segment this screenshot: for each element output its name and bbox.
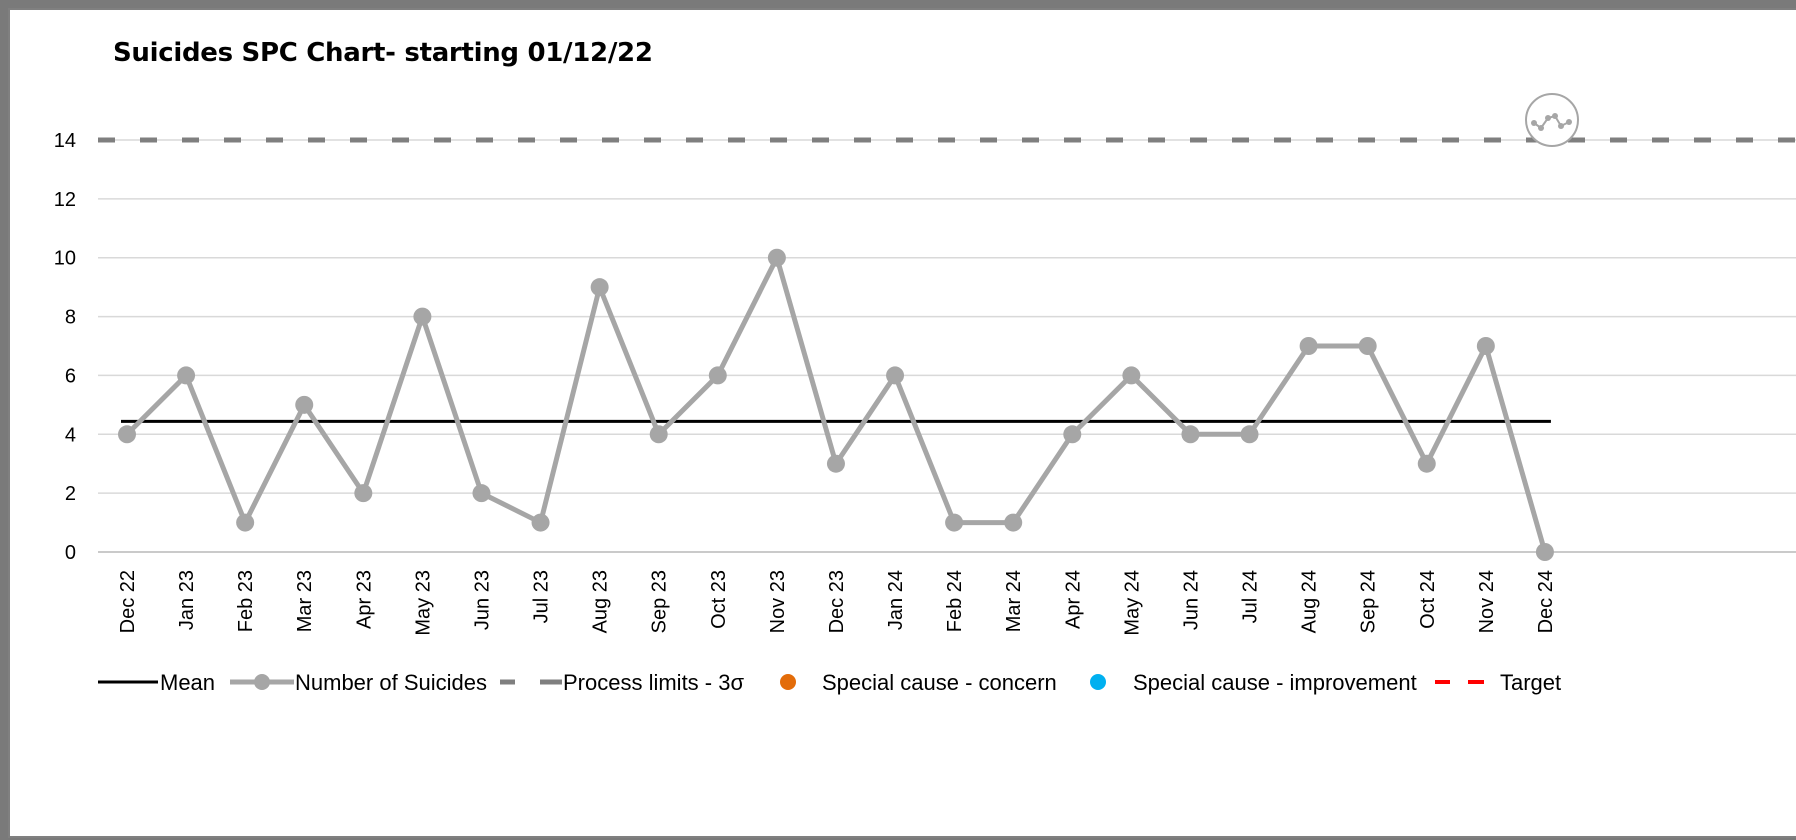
x-tick-label: Apr 23 bbox=[353, 570, 375, 629]
legend-concern-label: Special cause - concern bbox=[822, 670, 1057, 695]
legend: Mean Number of Suicides Process limits - 3… bbox=[98, 670, 1561, 695]
y-tick-label: 2 bbox=[65, 483, 76, 505]
data-point-jul-24 bbox=[1240, 425, 1259, 444]
data-point-apr-23 bbox=[354, 484, 373, 503]
x-tick-label: Jun 23 bbox=[471, 570, 493, 630]
x-tick-label: Feb 23 bbox=[235, 570, 257, 632]
data-point-aug-24 bbox=[1299, 337, 1318, 355]
x-tick-label: Mar 24 bbox=[1003, 570, 1025, 632]
x-tick-label: Jan 24 bbox=[885, 570, 907, 630]
spc-chart: 0 2 4 6 8 10 12 14 Dec 22 Jan 23 Feb 23 Mar 23 Apr … bbox=[54, 93, 1796, 695]
x-axis-ticks: Dec 22 Jan 23 Feb 23 Mar 23 Apr 23 May 23 Jun … bbox=[117, 570, 1557, 636]
data-point-nov-23 bbox=[767, 248, 786, 267]
legend-target-label: Target bbox=[1500, 670, 1561, 695]
data-point-feb-23 bbox=[236, 513, 255, 532]
data-point-nov-24 bbox=[1476, 337, 1495, 355]
data-point-may-23 bbox=[413, 307, 432, 326]
data-point-feb-24 bbox=[945, 513, 964, 532]
data-point-jun-24 bbox=[1181, 425, 1200, 444]
x-tick-label: Dec 23 bbox=[826, 570, 848, 633]
y-tick-label: 6 bbox=[65, 365, 76, 387]
series-line bbox=[125, 255, 1548, 553]
x-tick-label: Mar 23 bbox=[294, 570, 316, 632]
x-tick-label: Aug 24 bbox=[1299, 570, 1321, 633]
data-point-jun-23 bbox=[472, 484, 491, 503]
x-tick-label: Dec 22 bbox=[117, 570, 139, 633]
x-tick-label: Nov 24 bbox=[1476, 570, 1498, 633]
legend-series-label: Number of Suicides bbox=[295, 670, 487, 695]
legend-series-marker bbox=[254, 674, 270, 690]
legend-mean-label: Mean bbox=[160, 670, 215, 695]
x-tick-label: Sep 23 bbox=[649, 570, 671, 633]
x-tick-label: Oct 23 bbox=[708, 570, 730, 629]
legend-limit-label: Process limits - 3σ bbox=[563, 670, 744, 695]
chart-panel: Suicides SPC Chart- starting 01/12/22 0 2… bbox=[8, 8, 1796, 838]
x-tick-label: Oct 24 bbox=[1417, 570, 1439, 629]
x-tick-label: Jul 24 bbox=[1240, 570, 1262, 623]
gridlines bbox=[98, 139, 1796, 553]
data-point-oct-23 bbox=[708, 366, 727, 385]
legend-improvement-label: Special cause - improvement bbox=[1133, 670, 1417, 695]
data-point-jan-24 bbox=[886, 366, 905, 385]
data-point-may-24 bbox=[1122, 366, 1141, 385]
number-of-suicides-series bbox=[118, 248, 1554, 561]
data-point-jul-23 bbox=[531, 513, 550, 532]
x-tick-label: Jul 23 bbox=[531, 570, 553, 623]
y-tick-label: 12 bbox=[54, 189, 76, 211]
data-point-sep-24 bbox=[1358, 337, 1377, 355]
data-point-dec-22 bbox=[118, 425, 136, 444]
data-point-oct-24 bbox=[1417, 454, 1436, 473]
x-tick-label: Apr 24 bbox=[1062, 570, 1084, 629]
y-tick-label: 4 bbox=[65, 424, 76, 446]
y-tick-label: 10 bbox=[54, 248, 76, 270]
variation-common-cause-icon bbox=[1525, 93, 1579, 147]
data-point-dec-24 bbox=[1535, 543, 1554, 561]
data-point-aug-23 bbox=[590, 278, 609, 297]
chart-title: Suicides SPC Chart- starting 01/12/22 bbox=[113, 38, 653, 68]
y-tick-label: 14 bbox=[54, 130, 76, 152]
y-axis-ticks: 0 2 4 6 8 10 12 14 bbox=[54, 130, 76, 564]
x-tick-label: Nov 23 bbox=[767, 570, 789, 633]
y-tick-label: 8 bbox=[65, 307, 76, 329]
x-tick-label: Jan 23 bbox=[176, 570, 198, 630]
x-tick-label: May 24 bbox=[1121, 570, 1143, 636]
x-tick-label: Jun 24 bbox=[1180, 570, 1202, 630]
y-tick-label: 0 bbox=[65, 542, 76, 564]
x-tick-label: Dec 24 bbox=[1535, 570, 1557, 633]
data-point-dec-23 bbox=[826, 454, 845, 473]
legend-improvement-marker bbox=[1090, 674, 1106, 690]
data-point-sep-23 bbox=[649, 425, 668, 444]
x-tick-label: Sep 24 bbox=[1358, 570, 1380, 633]
data-point-mar-24 bbox=[1004, 513, 1023, 532]
data-point-mar-23 bbox=[295, 395, 314, 414]
x-tick-label: May 23 bbox=[412, 570, 434, 636]
x-tick-label: Feb 24 bbox=[944, 570, 966, 632]
data-point-jan-23 bbox=[177, 366, 196, 385]
data-point-apr-24 bbox=[1063, 425, 1082, 444]
legend-concern-marker bbox=[780, 674, 796, 690]
x-tick-label: Aug 23 bbox=[590, 570, 612, 633]
